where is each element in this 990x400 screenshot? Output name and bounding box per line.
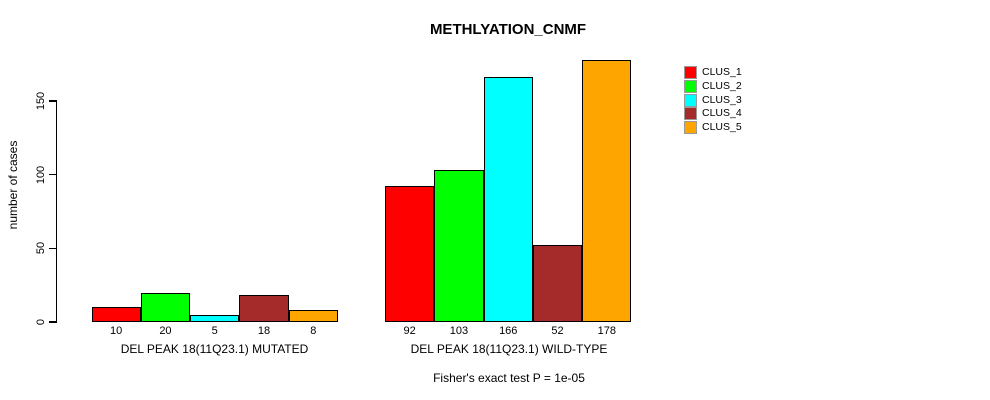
bar-clus_4-group2 bbox=[532, 245, 583, 322]
bar-value-clus_3-group2: 166 bbox=[499, 325, 518, 337]
group-label-mutated: DEL PEAK 18(11Q23.1) MUTATED bbox=[120, 342, 309, 356]
bar-value-clus_1-group2: 92 bbox=[403, 325, 416, 337]
bar-clus_3-group2 bbox=[483, 77, 533, 322]
chart-title: METHLYATION_CNMF bbox=[429, 21, 587, 38]
y-tick-label-0: 0 bbox=[35, 318, 47, 326]
legend-swatch-clus_1 bbox=[684, 66, 697, 80]
fisher-test-annotation: Fisher's exact test P = 1e-05 bbox=[433, 371, 585, 385]
legend-label-clus_2: CLUS_2 bbox=[702, 80, 742, 93]
legend-swatch-clus_5 bbox=[684, 121, 697, 135]
y-tick-label-150: 150 bbox=[35, 91, 47, 111]
bar-value-clus_4-group1: 18 bbox=[257, 325, 271, 337]
bar-value-clus_2-group1: 20 bbox=[159, 325, 172, 337]
bar-clus_5-group2 bbox=[582, 59, 632, 322]
bar-clus_2-group2 bbox=[434, 170, 484, 322]
y-tick-mark-100 bbox=[49, 173, 56, 176]
bar-value-clus_3-group1: 5 bbox=[211, 325, 218, 337]
y-tick-mark-50 bbox=[49, 247, 56, 250]
legend-swatch-clus_3 bbox=[684, 93, 697, 107]
bar-clus_2-group1 bbox=[140, 292, 191, 322]
bar-clus_4-group1 bbox=[239, 295, 289, 322]
y-tick-mark-0 bbox=[49, 321, 56, 323]
legend-label-clus_5: CLUS_5 bbox=[702, 121, 742, 134]
group-label-wild-type: DEL PEAK 18(11Q23.1) WILD-TYPE bbox=[410, 342, 608, 356]
y-tick-label-50: 50 bbox=[35, 242, 47, 255]
bar-value-clus_2-group2: 103 bbox=[449, 325, 469, 337]
y-axis-line bbox=[55, 100, 57, 323]
bar-clus_3-group1 bbox=[190, 314, 240, 322]
legend-swatch-clus_4 bbox=[684, 107, 697, 121]
y-axis-label: number of cases bbox=[6, 140, 20, 230]
legend-label-clus_1: CLUS_1 bbox=[702, 66, 742, 79]
legend-item-clus_4: CLUS_4 bbox=[684, 107, 742, 121]
bar-clus_5-group1 bbox=[288, 310, 338, 322]
legend-label-clus_3: CLUS_3 bbox=[702, 93, 742, 106]
legend: CLUS_1 CLUS_2 CLUS_3 CLUS_4 CLUS_5 bbox=[684, 66, 742, 135]
y-tick-label-100: 100 bbox=[35, 165, 47, 184]
legend-label-clus_4: CLUS_4 bbox=[702, 107, 742, 120]
legend-item-clus_2: CLUS_2 bbox=[684, 80, 742, 94]
y-tick-mark-150 bbox=[49, 100, 56, 102]
legend-item-clus_5: CLUS_5 bbox=[684, 121, 742, 135]
bar-clus_1-group1 bbox=[91, 307, 141, 322]
bar-value-clus_4-group2: 52 bbox=[551, 325, 564, 337]
bar-value-clus_5-group1: 8 bbox=[310, 325, 317, 337]
legend-item-clus_1: CLUS_1 bbox=[684, 66, 742, 80]
bar-value-clus_5-group2: 178 bbox=[597, 325, 617, 337]
bar-clus_1-group2 bbox=[385, 186, 435, 322]
legend-item-clus_3: CLUS_3 bbox=[684, 93, 742, 107]
bar-value-clus_1-group1: 10 bbox=[110, 325, 123, 337]
legend-swatch-clus_2 bbox=[684, 80, 697, 94]
